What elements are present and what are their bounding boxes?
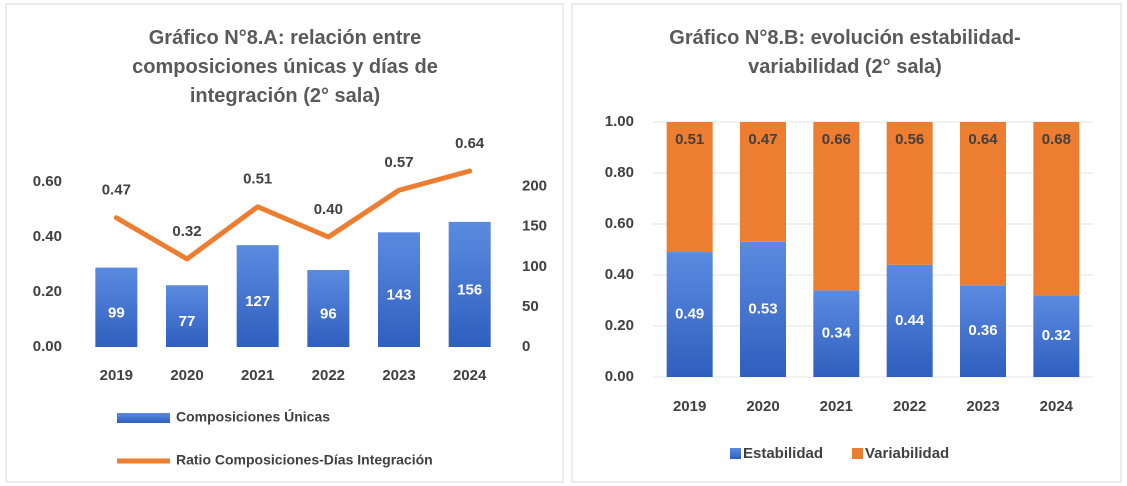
bar-label: 0.53 [748,300,777,317]
bar-label: 0.36 [968,322,997,339]
bar-segment [666,122,713,253]
x-tick-label: 2024 [1040,398,1074,415]
bar-label: 127 [245,293,270,310]
legend-label: Ratio Composiciones-Días Integración [176,452,433,468]
y-tick-label: 0.00 [605,368,634,385]
x-tick-label: 2019 [100,367,133,384]
y-tick-label: 0.40 [605,266,634,283]
bar-segment [960,285,1006,377]
bar-segment [960,122,1006,286]
bar [166,285,208,347]
line-label: 0.40 [314,201,343,218]
y-tick-label: 1.00 [605,113,634,130]
bar-label: 0.47 [748,131,777,148]
bar-label: 143 [386,287,411,304]
y2-tick-label: 100 [522,258,547,275]
bar-segment [886,122,933,265]
bar-segment [813,122,860,291]
legend-swatch [117,413,170,423]
bar [448,221,491,347]
bar-label: 156 [457,281,482,298]
y-tick-label: 0.00 [33,338,62,355]
legend-swatch [730,448,741,459]
bar-label: 77 [179,313,196,330]
y2-tick-label: 200 [522,178,547,195]
x-tick-label: 2023 [382,367,415,384]
y-tick-label: 0.40 [33,228,62,245]
line-label: 0.51 [243,171,272,188]
legend-label: Composiciones Únicas [176,408,330,425]
bar [95,267,138,347]
bar [236,245,279,347]
bar-segment [740,241,786,377]
y-tick-label: 0.60 [33,173,62,190]
bar-label: 0.49 [675,305,704,322]
x-tick-label: 2020 [746,398,779,415]
line-label: 0.64 [455,135,485,152]
bar-label: 96 [320,305,337,322]
bar-label: 0.64 [968,131,998,148]
bar-segment [1033,295,1080,377]
x-tick-label: 2022 [893,398,926,415]
y-tick-label: 0.20 [605,317,634,334]
x-tick-label: 2021 [241,367,274,384]
bar [307,270,350,347]
x-tick-label: 2024 [453,367,487,384]
bar-segment [740,122,786,242]
bar-label: 0.66 [822,131,851,148]
bar-label: 99 [108,304,125,321]
legend-label: Estabilidad [743,445,823,462]
y2-tick-label: 0 [522,338,530,355]
x-tick-label: 2021 [820,398,853,415]
x-tick-label: 2020 [170,367,203,384]
line [113,168,473,262]
bar-segment [813,290,860,377]
y-tick-label: 0.80 [605,164,634,181]
bar-label: 0.51 [675,131,704,148]
chart-title: Gráfico N°8.B: evolución estabilidad-var… [669,27,1021,78]
y2-tick-label: 150 [522,218,547,235]
bar-segment [1033,122,1080,296]
bar-label: 0.44 [895,312,925,329]
x-tick-label: 2023 [966,398,999,415]
line-label: 0.32 [172,223,201,240]
legend-label: Variabilidad [865,445,949,462]
bar-label: 0.34 [822,325,852,342]
legend-swatch [852,448,863,459]
line-label: 0.47 [102,182,131,199]
line-label: 0.57 [384,154,413,171]
bar-label: 0.32 [1042,327,1071,344]
chart-title: Gráfico N°8.A: relación entre composicio… [132,27,438,107]
x-tick-label: 2022 [312,367,345,384]
y2-tick-label: 50 [522,298,539,315]
y-tick-label: 0.60 [605,215,634,232]
x-tick-label: 2019 [673,398,706,415]
bar-segment [666,252,713,377]
bar-label: 0.56 [895,131,924,148]
y-tick-label: 0.20 [33,283,62,300]
bar-label: 0.68 [1042,131,1071,148]
bar [378,232,420,347]
bar-segment [886,264,933,377]
